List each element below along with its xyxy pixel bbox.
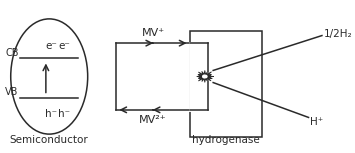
Text: H⁺: H⁺ xyxy=(310,117,323,127)
Text: MV²⁺: MV²⁺ xyxy=(139,115,167,125)
Text: h⁻: h⁻ xyxy=(58,109,70,119)
Text: hydrogenase: hydrogenase xyxy=(192,135,260,145)
Text: CB: CB xyxy=(5,48,19,58)
Bar xyxy=(190,31,262,137)
Text: e⁻: e⁻ xyxy=(58,41,70,51)
Polygon shape xyxy=(197,71,213,82)
Text: Semiconductor: Semiconductor xyxy=(10,135,89,145)
Text: MV⁺: MV⁺ xyxy=(141,28,164,38)
Text: VB: VB xyxy=(5,87,19,97)
Text: h⁻: h⁻ xyxy=(45,109,57,119)
Text: 1/2H₂: 1/2H₂ xyxy=(324,29,352,39)
Text: e⁻: e⁻ xyxy=(45,41,57,51)
